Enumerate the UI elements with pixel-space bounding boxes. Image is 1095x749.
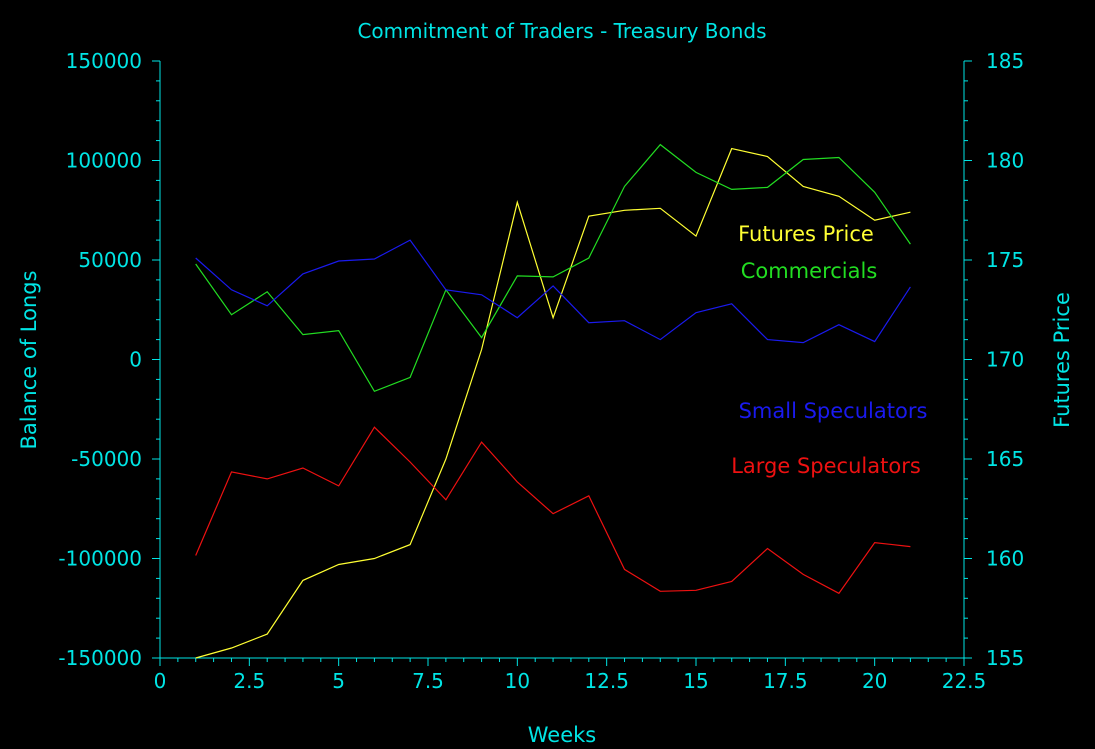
y-left-tick-label: 150000 bbox=[66, 49, 142, 73]
x-tick-label: 15 bbox=[683, 669, 708, 693]
y-left-tick-label: 0 bbox=[129, 348, 142, 372]
legend-label-commercials: Commercials bbox=[741, 259, 878, 283]
x-tick-label: 2.5 bbox=[233, 669, 265, 693]
y-right-tick-label: 185 bbox=[986, 49, 1024, 73]
y-left-tick-label: -100000 bbox=[58, 547, 142, 571]
chart-title: Commitment of Traders - Treasury Bonds bbox=[357, 19, 766, 43]
x-tick-label: 17.5 bbox=[763, 669, 808, 693]
y-right-tick-label: 155 bbox=[986, 646, 1024, 670]
x-tick-label: 20 bbox=[862, 669, 887, 693]
y-left-tick-label: -50000 bbox=[71, 447, 142, 471]
series-layer bbox=[195, 143, 911, 659]
y-axis-label-left: Balance of Longs bbox=[17, 270, 41, 449]
x-axis-label: Weeks bbox=[528, 723, 596, 747]
series-line-futures-price bbox=[195, 147, 911, 659]
series-line-small-speculators bbox=[195, 239, 911, 344]
x-tick-label: 10 bbox=[505, 669, 530, 693]
x-tick-label: 7.5 bbox=[412, 669, 444, 693]
x-tick-label: 5 bbox=[332, 669, 345, 693]
y-left-tick-label: 50000 bbox=[78, 248, 142, 272]
series-line-large-speculators bbox=[195, 426, 911, 595]
y-left-tick-label: 100000 bbox=[66, 149, 142, 173]
legend-label-large-speculators: Large Speculators bbox=[731, 454, 921, 478]
x-tick-label: 12.5 bbox=[584, 669, 629, 693]
y-axis-label-right: Futures Price bbox=[1050, 292, 1074, 428]
y-right-tick-label: 175 bbox=[986, 248, 1024, 272]
y-right-tick-label: 180 bbox=[986, 149, 1024, 173]
axes: 0 2.5 5 7.5 10 12.5 15 17.5 20 22.5 150000 100000 50… bbox=[58, 49, 1024, 693]
x-tick-label: 0 bbox=[154, 669, 167, 693]
legend-label-small-speculators: Small Speculators bbox=[739, 399, 928, 423]
y-right-tick-label: 160 bbox=[986, 547, 1024, 571]
legend-label-futures-price: Futures Price bbox=[738, 222, 874, 246]
y-right-tick-label: 165 bbox=[986, 447, 1024, 471]
x-tick-label: 22.5 bbox=[942, 669, 987, 693]
series-line-commercials bbox=[195, 143, 911, 393]
y-right-tick-label: 170 bbox=[986, 348, 1024, 372]
legend: Futures Price Commercials Small Speculator… bbox=[731, 222, 927, 478]
y-left-tick-label: -150000 bbox=[58, 646, 142, 670]
